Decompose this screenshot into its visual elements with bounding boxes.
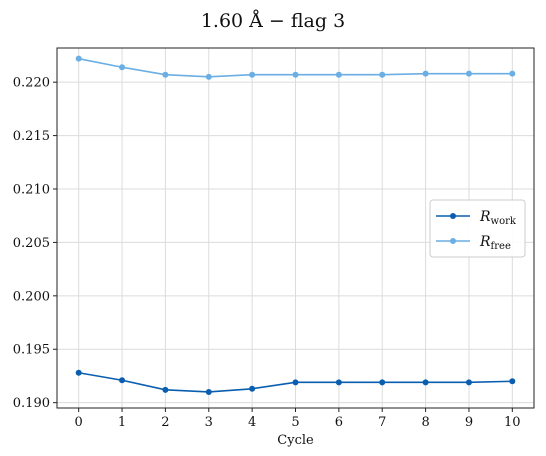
data-point [205, 388, 212, 395]
data-point [465, 379, 472, 386]
data-point [75, 55, 82, 62]
data-point [249, 71, 256, 78]
data-point [75, 369, 82, 376]
data-point [509, 70, 516, 77]
data-point [292, 71, 299, 78]
data-point [119, 64, 126, 71]
legend-label: Rwork [479, 209, 517, 227]
x-tick-label: 1 [118, 415, 126, 430]
x-tick-label: 8 [421, 415, 429, 430]
chart-title: 1.60 Å − flag 3 [200, 10, 346, 32]
x-axis-label: Cycle [277, 433, 314, 448]
y-tick-label: 0.205 [13, 236, 50, 251]
legend-label: Rfree [479, 234, 511, 252]
data-point [205, 73, 212, 80]
x-tick-label: 2 [161, 415, 169, 430]
x-tick-label: 6 [335, 415, 343, 430]
x-tick-label: 3 [205, 415, 213, 430]
data-point [422, 379, 429, 386]
x-tick-label: 7 [378, 415, 386, 430]
y-tick-label: 0.200 [13, 289, 50, 304]
data-point [162, 71, 169, 78]
x-tick-label: 5 [291, 415, 299, 430]
y-tick-label: 0.215 [13, 129, 50, 144]
legend-swatch-marker [450, 213, 456, 219]
y-tick-label: 0.210 [13, 183, 50, 198]
data-point [162, 386, 169, 393]
y-tick-label: 0.190 [13, 396, 50, 411]
legend-swatch-marker [450, 238, 456, 244]
data-point [465, 70, 472, 77]
data-point [379, 379, 386, 386]
x-tick-label: 0 [75, 415, 83, 430]
data-point [335, 379, 342, 386]
data-point [422, 70, 429, 77]
y-tick-label: 0.195 [13, 343, 50, 358]
data-point [509, 378, 516, 385]
data-point [119, 377, 126, 384]
data-point [379, 71, 386, 78]
data-point [335, 71, 342, 78]
x-tick-label: 10 [504, 415, 521, 430]
data-point [249, 385, 256, 392]
data-point [292, 379, 299, 386]
y-tick-label: 0.220 [13, 76, 50, 91]
x-tick-label: 4 [248, 415, 256, 430]
x-tick-label: 9 [465, 415, 473, 430]
